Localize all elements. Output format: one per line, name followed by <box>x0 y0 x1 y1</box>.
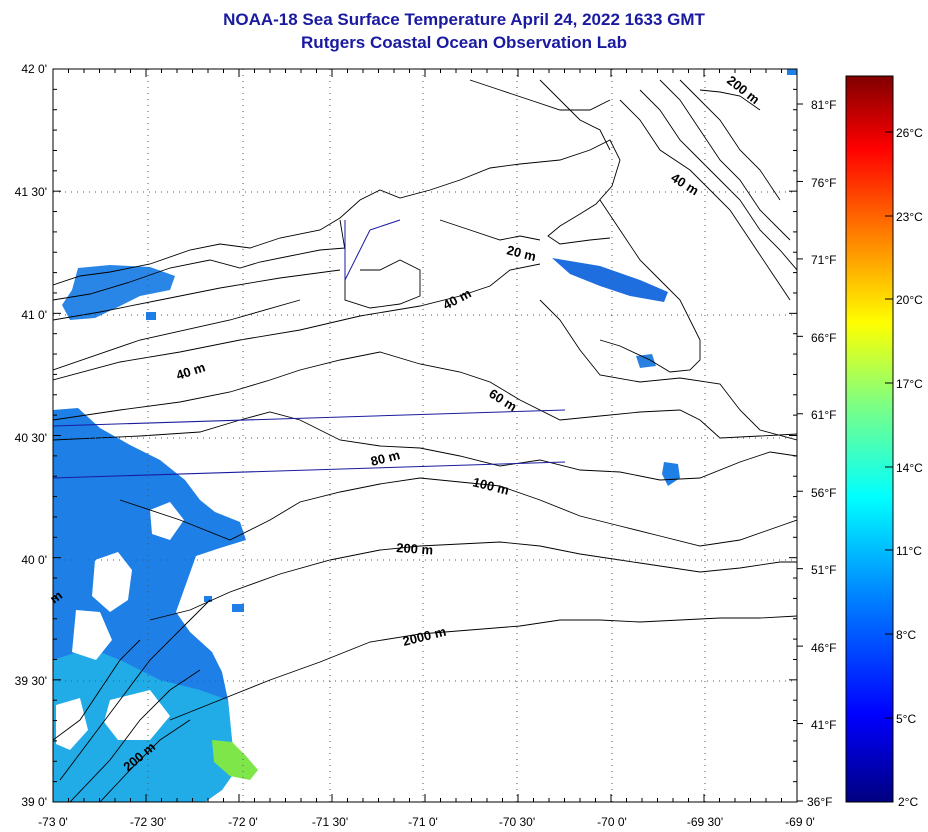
lon-tick-label: -70 30' <box>499 815 535 829</box>
lon-tick-label: -69 0' <box>785 815 815 829</box>
fahrenheit-labels: 81°F 76°F 71°F 66°F 61°F 56°F 51°F 46°F … <box>807 98 836 809</box>
lon-tick-label: -70 0' <box>597 815 627 829</box>
lon-tick-label: -73 0' <box>38 815 68 829</box>
fahrenheit-tick-label: 66°F <box>811 331 836 345</box>
isobath-label: 40 m <box>668 170 701 198</box>
lat-tick-label: 42 0' <box>21 62 47 76</box>
isobath-label: 2000 m <box>401 624 447 649</box>
lat-tick-label: 41 30' <box>15 185 47 199</box>
map-subtitle: Rutgers Coastal Ocean Observation Lab <box>301 33 627 52</box>
isobath-label: 80 m <box>369 447 401 469</box>
fahrenheit-tick-label: 61°F <box>811 408 836 422</box>
bathymetry-contours <box>53 79 797 802</box>
lon-tick-label: -71 30' <box>312 815 348 829</box>
lon-tick-label: -71 0' <box>408 815 438 829</box>
lat-tick-label: 40 30' <box>15 431 47 445</box>
celsius-tick-label: 2°C <box>898 795 918 809</box>
graticule <box>53 69 797 802</box>
fahrenheit-tick-label: 41°F <box>811 718 836 732</box>
isobath-label: 100 m <box>471 474 510 497</box>
fahrenheit-tick-label: 51°F <box>811 563 836 577</box>
lat-tick-label: 40 0' <box>21 553 47 567</box>
celsius-tick-label: 26°C <box>896 126 923 140</box>
lat-tick-label: 41 0' <box>21 308 47 322</box>
isobath-label: 60 m <box>486 386 519 414</box>
frame-ticks <box>52 68 803 803</box>
latitude-labels: 42 0' 41 30' 41 0' 40 30' 40 0' 39 30' 3… <box>15 62 47 809</box>
fahrenheit-tick-label: 46°F <box>811 641 836 655</box>
fahrenheit-tick-label: 71°F <box>811 253 836 267</box>
track-lines <box>52 219 566 479</box>
sst-data-layer <box>53 69 797 802</box>
colorbar <box>845 75 894 803</box>
celsius-tick-label: 5°C <box>896 712 916 726</box>
lat-tick-label: 39 0' <box>21 795 47 809</box>
lat-tick-label: 39 30' <box>15 674 47 688</box>
isobath-label: 200 m <box>396 540 434 558</box>
isobath-label: 20 m <box>505 242 537 264</box>
celsius-tick-label: 20°C <box>896 293 923 307</box>
celsius-tick-label: 8°C <box>896 628 916 642</box>
celsius-tick-label: 11°C <box>896 544 922 558</box>
map-title: NOAA-18 Sea Surface Temperature April 24… <box>223 10 705 29</box>
lon-tick-label: -69 30' <box>687 815 723 829</box>
fahrenheit-tick-label: 81°F <box>811 98 836 112</box>
lon-tick-label: -72 0' <box>228 815 258 829</box>
celsius-tick-label: 23°C <box>896 210 923 224</box>
fahrenheit-tick-label: 56°F <box>811 486 836 500</box>
fahrenheit-tick-label: 36°F <box>807 795 832 809</box>
isobath-label: 40 m <box>174 359 207 382</box>
celsius-tick-label: 14°C <box>896 461 923 475</box>
isobath-label: 200 m <box>724 73 762 108</box>
longitude-labels: -73 0' -72 30' -72 0' -71 30' -71 0' -70… <box>38 815 815 829</box>
isobath-label: 40 m <box>440 285 473 312</box>
celsius-labels: 26°C 23°C 20°C 17°C 14°C 11°C 8°C 5°C 2°… <box>896 126 923 809</box>
lon-tick-label: -72 30' <box>130 815 166 829</box>
fahrenheit-tick-label: 76°F <box>811 176 836 190</box>
colorbar-ticks <box>885 131 893 719</box>
celsius-tick-label: 17°C <box>896 377 923 391</box>
